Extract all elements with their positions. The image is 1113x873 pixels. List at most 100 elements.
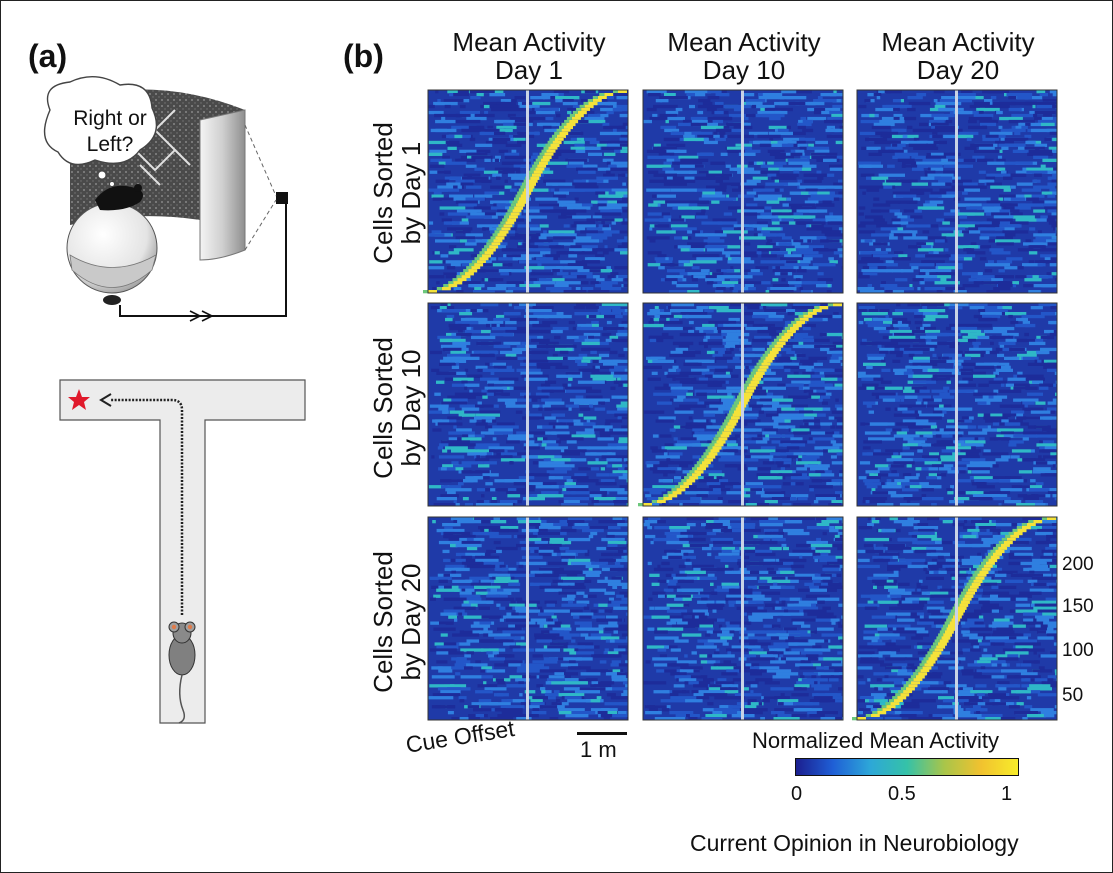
- heatmap-cell: [938, 179, 953, 183]
- heatmap-cell: [1046, 407, 1057, 411]
- heatmap-cell: [574, 143, 585, 147]
- heatmap-cell: [729, 323, 740, 328]
- heatmap-cell: [443, 573, 450, 577]
- heatmap-cell: [588, 314, 597, 319]
- heatmap-cell: [746, 203, 758, 207]
- heatmap-cell: [566, 335, 589, 340]
- heatmap-cell: [873, 254, 899, 258]
- heatmap-cell: [619, 131, 628, 136]
- heatmap-peak-edge: [791, 320, 797, 325]
- heatmap-cell: [746, 347, 765, 352]
- heatmap-cell: [461, 461, 484, 465]
- heatmap-cell: [864, 482, 882, 486]
- heatmap-cell: [791, 306, 809, 310]
- heatmap-cell: [539, 567, 564, 572]
- heatmap-cell: [834, 368, 843, 372]
- heatmap-cell: [551, 615, 557, 619]
- heatmap-cell: [938, 356, 942, 360]
- heatmap-cell: [481, 329, 491, 334]
- heatmap-cell: [561, 603, 587, 607]
- heatmap-cell: [553, 540, 565, 545]
- heatmap-cell: [1008, 314, 1013, 319]
- heatmap-cell: [984, 269, 993, 273]
- heatmap-cell: [462, 176, 489, 180]
- heatmap-cell: [586, 233, 612, 237]
- heatmap-cell: [902, 488, 919, 492]
- heatmap-cell: [584, 594, 597, 598]
- heatmap-cell: [977, 272, 983, 276]
- heatmap-cell: [529, 455, 555, 459]
- heatmap-cell: [919, 122, 938, 127]
- heatmap-cell: [1028, 260, 1034, 264]
- heatmap-cell: [466, 152, 488, 156]
- heatmap-cell: [758, 96, 785, 100]
- heatmap-cell: [967, 470, 972, 474]
- heatmap-panel-r2-c2: [638, 302, 844, 507]
- heatmap-cell: [454, 618, 458, 622]
- heatmap-cell: [964, 146, 977, 150]
- heatmap-cell: [500, 99, 511, 103]
- heatmap-cell: [445, 275, 466, 279]
- heatmap-cell: [1016, 194, 1038, 198]
- heatmap-peak-cell: [482, 254, 491, 258]
- heatmap-cell: [613, 558, 628, 563]
- heatmap-cell: [623, 681, 628, 685]
- heatmap-cell: [447, 227, 473, 231]
- heatmap-cell: [992, 326, 1015, 331]
- heatmap-cell: [788, 101, 806, 106]
- heatmap-cell: [560, 663, 579, 667]
- heatmap-cell: [1051, 212, 1057, 216]
- heatmap-cell: [838, 191, 843, 195]
- heatmap-cell: [968, 227, 986, 231]
- heatmap-cell: [1054, 371, 1057, 375]
- heatmap-cell: [873, 122, 895, 127]
- heatmap-cell: [590, 467, 600, 471]
- heatmap-cell: [756, 503, 769, 507]
- heatmap-cell: [686, 425, 707, 429]
- heatmap-peak-edge: [556, 128, 562, 133]
- heatmap-peak-edge: [774, 338, 779, 343]
- heatmap-cell: [800, 359, 818, 363]
- heatmap-cell: [617, 407, 628, 411]
- heatmap-cell: [934, 407, 958, 411]
- heatmap-cell: [762, 431, 777, 435]
- heatmap-cell: [957, 224, 980, 228]
- heatmap-cell: [483, 170, 503, 174]
- heatmap-cell: [747, 303, 760, 307]
- heatmap-cell: [571, 648, 579, 652]
- heatmap-peak-cell: [474, 263, 484, 267]
- panel-a-label: (a): [28, 38, 68, 74]
- heatmap-cell: [664, 149, 681, 153]
- heatmap-cell: [562, 488, 567, 492]
- heatmap-cell: [710, 341, 723, 346]
- heatmap-peak-cell: [499, 230, 509, 234]
- heatmap-cell: [873, 242, 888, 246]
- heatmap-cell: [993, 497, 1011, 501]
- heatmap-cell: [952, 452, 966, 456]
- heatmap-cell: [466, 546, 478, 551]
- heatmap-cell: [920, 335, 938, 340]
- heatmap-cell: [482, 395, 488, 399]
- heatmap-cell: [1028, 290, 1041, 294]
- heatmap-cell: [597, 167, 611, 171]
- heatmap-cell: [939, 188, 965, 192]
- heatmap-cell: [886, 269, 904, 273]
- heatmap-cell: [702, 323, 715, 328]
- heatmap-cell: [931, 182, 946, 186]
- heatmap-cell: [560, 452, 580, 456]
- heatmap-cell: [1037, 263, 1046, 267]
- heatmap-peak-cell: [520, 194, 530, 198]
- heatmap-peak-edge: [748, 374, 754, 378]
- heatmap-cell: [465, 278, 471, 282]
- heatmap-cell: [541, 170, 554, 174]
- heatmap-cell: [787, 281, 802, 285]
- heatmap-cell: [892, 359, 901, 363]
- heatmap-cell: [667, 306, 671, 310]
- heatmap-cell: [833, 119, 843, 124]
- heatmap-cell: [803, 245, 824, 249]
- heatmap-cell: [757, 329, 777, 334]
- heatmap-cell: [538, 528, 548, 533]
- heatmap-cell: [763, 377, 783, 381]
- heatmap-cell: [442, 666, 464, 670]
- heatmap-cell: [440, 612, 462, 616]
